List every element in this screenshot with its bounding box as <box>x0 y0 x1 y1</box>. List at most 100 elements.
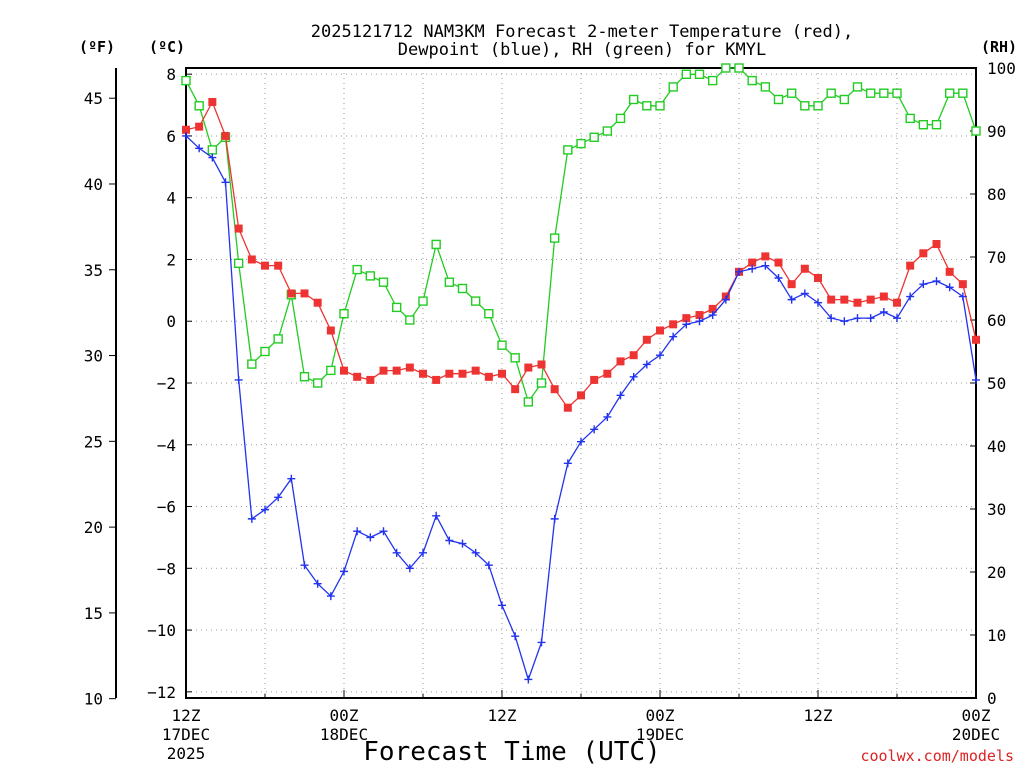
temperature-point <box>208 97 217 106</box>
rh-tick-label: 50 <box>987 374 1006 393</box>
temperature-point <box>445 369 454 378</box>
temperature-point <box>814 274 822 282</box>
dewpoint-point <box>182 131 190 140</box>
temperature-point <box>853 298 862 307</box>
dewpoint-point <box>445 536 454 545</box>
rh-point <box>852 82 863 92</box>
dewpoint-point <box>234 375 243 384</box>
temperature-point <box>563 403 572 412</box>
temperature-point <box>511 385 520 394</box>
rh-point <box>497 340 507 350</box>
celsius-tick-label: 0 <box>166 312 176 331</box>
fahrenheit-tick-label: 30 <box>84 347 103 366</box>
credit-label: coolwx.com/models <box>860 747 1014 765</box>
celsius-tick-label: −10 <box>147 621 176 640</box>
fahrenheit-tick-label: 15 <box>84 604 103 623</box>
rh-point <box>484 309 494 319</box>
rh-tick-label: 0 <box>987 689 997 708</box>
rh-point <box>339 309 349 319</box>
temperature-point <box>840 295 849 304</box>
temperature-point <box>432 375 441 384</box>
rh-point <box>352 264 362 275</box>
gridlines <box>186 68 976 698</box>
temperature-point <box>919 249 928 258</box>
fahrenheit-tick-label: 25 <box>84 432 103 451</box>
dewpoint-point <box>511 632 520 641</box>
dewpoint-point <box>761 261 770 270</box>
temperature-point <box>616 357 625 366</box>
dewpoint-point <box>932 277 941 286</box>
rh-point <box>642 101 652 111</box>
rh-tick-label: 20 <box>987 563 1006 582</box>
rh-point <box>549 233 560 243</box>
fahrenheit-unit-label: (ºF) <box>79 38 115 56</box>
temperature-point <box>669 320 678 329</box>
dewpoint-point <box>721 295 730 304</box>
temperature-point <box>287 289 296 298</box>
rh-point <box>391 302 402 313</box>
data-series <box>181 63 981 684</box>
rh-point <box>576 138 586 149</box>
rh-point <box>879 88 889 98</box>
rh-point <box>905 113 915 124</box>
temperature-point <box>958 280 967 289</box>
rh-point <box>668 82 678 92</box>
x-tick-label-time: 12Z <box>804 706 833 725</box>
dewpoint-point <box>919 280 928 289</box>
rh-point <box>826 88 836 98</box>
rh-point <box>273 334 283 344</box>
rh-point <box>365 271 376 281</box>
temperature-point <box>524 363 533 372</box>
dewpoint-point <box>879 307 888 316</box>
dewpoint-point <box>682 320 691 329</box>
temperature-point <box>695 311 704 320</box>
rh-point <box>865 88 876 98</box>
rh-point <box>247 359 257 369</box>
celsius-tick-label: 4 <box>166 189 176 208</box>
rh-tick-label: 60 <box>987 311 1006 330</box>
temperature-point <box>379 366 388 375</box>
dewpoint-point <box>669 332 678 341</box>
temperature-point <box>827 295 836 304</box>
rh-point <box>405 315 415 325</box>
temperature-point <box>221 131 230 140</box>
dewpoint-point <box>524 675 533 684</box>
temperature-point <box>656 326 664 335</box>
dewpoint-point <box>800 289 809 298</box>
dewpoint-point <box>537 638 546 647</box>
rh-point <box>312 378 323 388</box>
temperature-point <box>761 252 770 261</box>
rh-point <box>931 119 942 130</box>
dewpoint-point <box>208 153 217 162</box>
dewpoint-point <box>353 527 362 536</box>
dewpoint-point <box>735 267 743 276</box>
celsius-tick-label: 6 <box>166 127 176 146</box>
celsius-unit-label: (ºC) <box>149 38 185 56</box>
rh-point <box>431 239 441 250</box>
rh-point <box>734 63 744 73</box>
temperature-point <box>340 366 348 375</box>
temperature-point <box>274 261 283 270</box>
temperature-point <box>800 264 809 273</box>
rh-tick-label: 80 <box>987 185 1006 204</box>
temperature-point <box>550 385 559 394</box>
x-tick-label-date: 18DEC <box>320 725 368 744</box>
rh-point <box>444 277 455 287</box>
celsius-tick-label: 2 <box>166 250 176 269</box>
rh-point <box>510 353 520 363</box>
x-tick-label-time: 00Z <box>646 706 675 725</box>
dewpoint-point <box>458 539 467 548</box>
rh-point <box>944 88 955 98</box>
dewpoint-line <box>185 135 977 682</box>
dewpoint-point <box>366 533 375 542</box>
temperature-point <box>182 125 190 134</box>
x-tick-label-time: 00Z <box>330 706 359 725</box>
rh-point <box>918 119 929 130</box>
temperature-point <box>234 224 243 233</box>
temperature-point <box>642 335 651 344</box>
dewpoint-point <box>958 292 967 301</box>
rh-point <box>760 82 771 92</box>
tick-labels: 86420−2−4−6−8−10−12454035302520151010090… <box>84 59 1016 763</box>
temperature-point <box>313 298 322 307</box>
chart-title-line-1: 2025121712 NAM3KM Forecast 2-meter Tempe… <box>311 22 853 42</box>
